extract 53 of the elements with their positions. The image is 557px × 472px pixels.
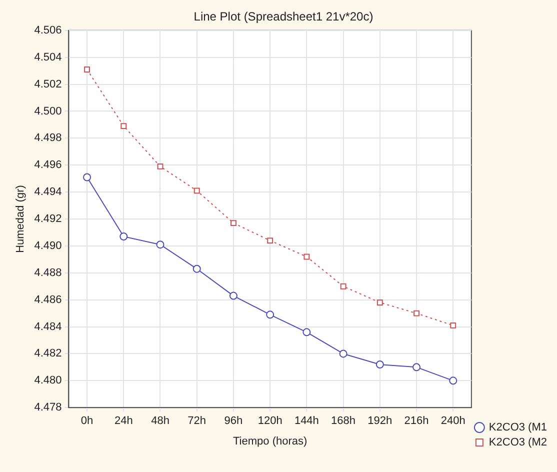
point bbox=[230, 220, 236, 226]
point bbox=[339, 350, 348, 358]
point bbox=[157, 163, 164, 170]
y-tick-label: 4.494 bbox=[34, 186, 62, 198]
point bbox=[84, 66, 90, 72]
y-tick-label: 4.484 bbox=[34, 320, 62, 333]
x-tick-label: 120h bbox=[258, 415, 282, 428]
y-tick-label: 4.482 bbox=[34, 348, 62, 360]
point bbox=[156, 240, 164, 249]
y-tick-label: 4.490 bbox=[34, 240, 62, 252]
point bbox=[267, 238, 274, 244]
point bbox=[120, 232, 128, 241]
y-tick-label: 4.492 bbox=[34, 213, 62, 226]
point bbox=[304, 254, 310, 260]
legend-label: K2CO3 (M2 bbox=[488, 436, 548, 449]
y-tick-label: 4.478 bbox=[34, 402, 62, 414]
point bbox=[414, 310, 420, 316]
point bbox=[266, 310, 274, 319]
x-tick-label: 240h bbox=[440, 415, 466, 428]
y-tick-label: 4.486 bbox=[34, 294, 62, 306]
y-tick-label: 4.504 bbox=[34, 51, 62, 64]
y-tick-label: 4.502 bbox=[34, 78, 62, 90]
y-tick-label: 4.500 bbox=[34, 105, 62, 118]
x-tick-label: 144h bbox=[294, 415, 319, 428]
point bbox=[120, 123, 127, 130]
point bbox=[376, 300, 383, 306]
x-tick-label: 96h bbox=[224, 415, 243, 428]
y-tick-label: 4.506 bbox=[34, 24, 62, 36]
point bbox=[340, 283, 346, 290]
x-tick-label: 0h bbox=[80, 415, 94, 428]
point bbox=[194, 188, 200, 194]
x-tick-label: 72h bbox=[188, 415, 206, 428]
point bbox=[229, 292, 238, 300]
x-tick-label: 216h bbox=[404, 415, 429, 428]
y-tick-label: 4.498 bbox=[34, 132, 62, 144]
point bbox=[449, 376, 458, 385]
y-axis-title: Humedad (gr) bbox=[14, 185, 27, 253]
point bbox=[450, 322, 456, 328]
x-tick-label: 24h bbox=[114, 415, 133, 428]
y-tick-label: 4.496 bbox=[34, 159, 62, 172]
point bbox=[302, 328, 311, 336]
y-tick-label: 4.480 bbox=[34, 374, 62, 387]
x-tick-label: 48h bbox=[151, 415, 170, 428]
x-tick-label: 168h bbox=[331, 415, 356, 428]
point bbox=[376, 360, 384, 368]
legend-label: K2CO3 (M1 bbox=[488, 422, 548, 434]
point bbox=[412, 363, 421, 372]
x-axis-title: Tiempo (horas) bbox=[232, 435, 308, 448]
point bbox=[83, 173, 92, 182]
point bbox=[192, 264, 201, 273]
x-tick-label: 192h bbox=[368, 415, 392, 428]
y-tick-label: 4.488 bbox=[34, 266, 62, 279]
chart-title: Line Plot (Spreadsheet1 21v*20c) bbox=[194, 10, 374, 24]
